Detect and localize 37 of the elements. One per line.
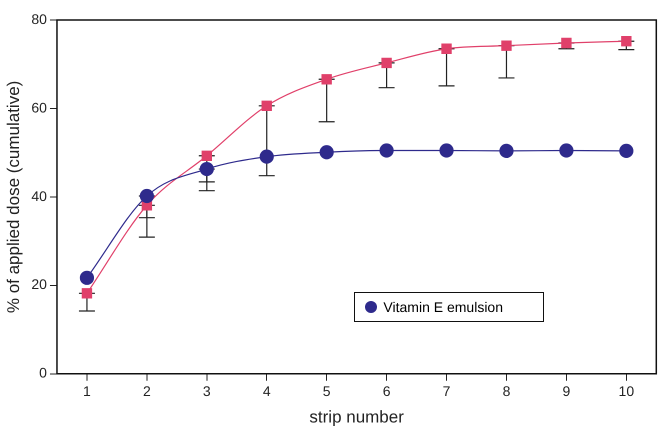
point — [321, 74, 332, 84]
point — [441, 44, 452, 54]
point — [80, 270, 94, 285]
x-tick-label: 3 — [202, 383, 211, 400]
x-tick-label: 4 — [262, 383, 271, 400]
point — [260, 150, 274, 164]
point — [202, 150, 212, 161]
point — [82, 288, 92, 299]
point — [561, 38, 572, 48]
x-tick-label: 6 — [382, 383, 391, 400]
y-tick-label: 80 — [31, 10, 48, 27]
x-tick-label: 8 — [502, 383, 511, 400]
point — [140, 188, 154, 204]
point — [621, 36, 632, 46]
x-tick-label: 1 — [83, 383, 92, 400]
point — [501, 40, 512, 51]
y-tick-label: 60 — [31, 99, 48, 116]
y-tick-label: 40 — [31, 188, 48, 204]
legend-label: Vitamin E emulsion — [383, 299, 503, 315]
point — [380, 143, 394, 158]
y-tick-label: 0 — [39, 364, 48, 381]
x-tick-label: 7 — [442, 383, 451, 400]
y-tick-label: 20 — [31, 276, 48, 292]
point — [381, 58, 392, 68]
point — [200, 162, 214, 176]
point — [499, 144, 514, 158]
point — [320, 145, 334, 160]
x-tick-label: 10 — [618, 383, 634, 400]
x-axis-title: strip number — [309, 407, 404, 426]
x-tick-label: 2 — [142, 383, 151, 400]
point — [619, 144, 634, 158]
x-tick-label: 9 — [562, 383, 570, 400]
x-tick-label: 5 — [322, 383, 331, 400]
point — [559, 143, 574, 158]
y-axis-title: % of applied dose (cumulative) — [4, 80, 23, 314]
point — [439, 143, 454, 158]
point — [262, 100, 272, 111]
